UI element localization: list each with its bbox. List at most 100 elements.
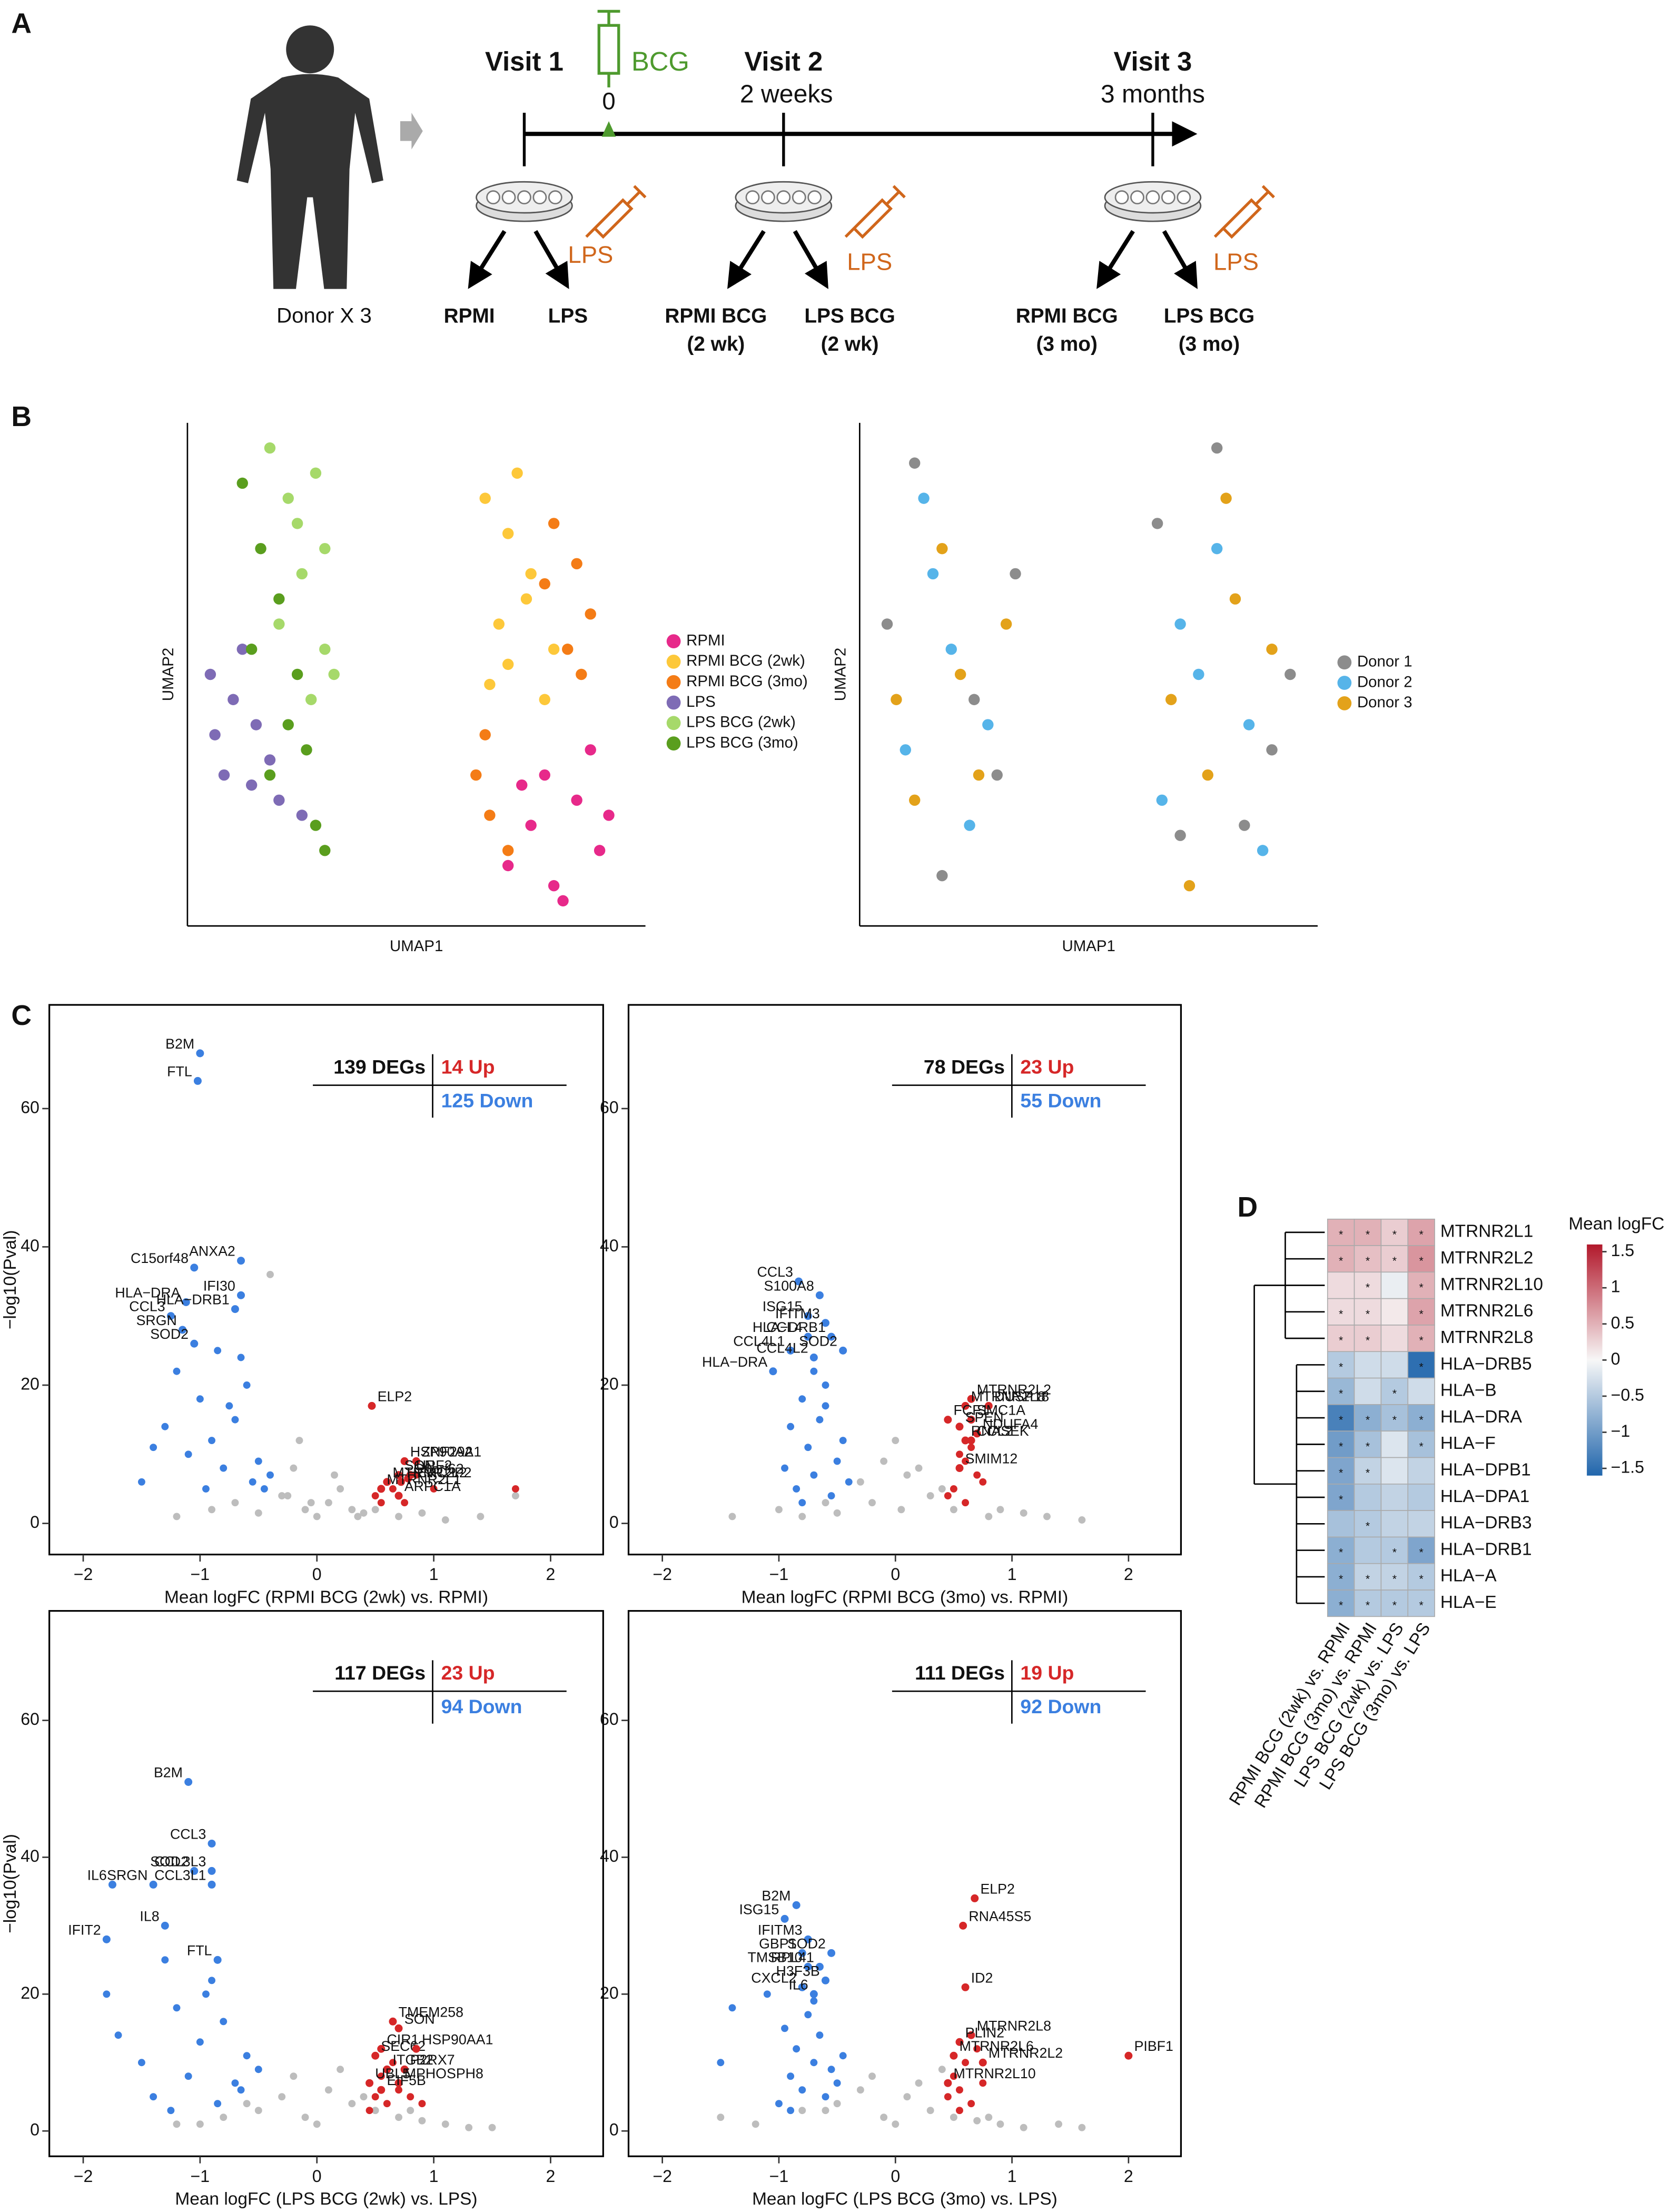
gene-label: SOD2 bbox=[150, 1326, 189, 1342]
significance-mark: * bbox=[1419, 1308, 1424, 1320]
gene-point bbox=[804, 1312, 812, 1320]
point bbox=[395, 2086, 402, 2094]
point bbox=[1020, 1509, 1027, 1517]
significance-mark: * bbox=[1339, 1573, 1343, 1585]
point bbox=[502, 528, 514, 539]
x-tick-label: 1 bbox=[1007, 2167, 1017, 2186]
gene-label: TMEM258 bbox=[399, 2004, 463, 2020]
colorbar-label: −1 bbox=[1611, 1421, 1631, 1440]
gene-label: IL6 bbox=[788, 1977, 808, 1992]
point bbox=[220, 2114, 228, 2121]
gene-point bbox=[955, 1423, 964, 1431]
point bbox=[775, 2100, 783, 2108]
visit-time: 2 weeks bbox=[740, 80, 833, 108]
cell bbox=[776, 190, 791, 205]
syringe bbox=[844, 185, 906, 239]
condition: RPMI bbox=[444, 304, 495, 327]
gene-label: MTRNR2L6 bbox=[960, 2038, 1034, 2054]
legend-label: Donor 3 bbox=[1357, 694, 1412, 711]
deg-down: 55 Down bbox=[1020, 1090, 1101, 1112]
point bbox=[839, 1437, 847, 1444]
point bbox=[827, 1492, 835, 1499]
x-tick-label: 1 bbox=[1007, 1565, 1017, 1584]
stimulant-label: LPS bbox=[1213, 248, 1259, 275]
gene-label: EIF5B bbox=[387, 2072, 426, 2088]
heatmap-cell bbox=[1353, 1589, 1382, 1617]
point bbox=[225, 1402, 233, 1410]
point bbox=[305, 694, 317, 705]
heatmap-cell bbox=[1380, 1457, 1409, 1485]
heatmap-cell bbox=[1353, 1218, 1382, 1246]
significance-mark: * bbox=[1366, 1334, 1370, 1347]
legend-swatch bbox=[666, 736, 681, 750]
y-tick-label: 20 bbox=[600, 1374, 619, 1393]
point bbox=[979, 2079, 987, 2087]
point bbox=[1055, 2120, 1063, 2128]
point bbox=[282, 492, 294, 504]
point bbox=[365, 2107, 373, 2115]
cell bbox=[532, 190, 547, 205]
gene-label: S100A8 bbox=[764, 1278, 814, 1293]
gene-label: SON bbox=[404, 1458, 435, 1474]
arrow bbox=[1096, 230, 1135, 289]
gene-label: CXCL2 bbox=[751, 1970, 796, 1986]
point bbox=[900, 744, 912, 756]
gene-label: HERC2P2 bbox=[407, 1465, 471, 1480]
point bbox=[208, 1437, 216, 1444]
legend-swatch bbox=[666, 675, 681, 689]
point bbox=[245, 644, 258, 655]
legend-label: LPS bbox=[686, 693, 716, 710]
point bbox=[717, 2059, 725, 2067]
heatmap-cell bbox=[1353, 1377, 1382, 1405]
gene-point bbox=[809, 1990, 818, 1998]
point bbox=[204, 668, 216, 680]
point bbox=[395, 1513, 402, 1520]
significance-mark: * bbox=[1419, 1546, 1424, 1559]
point bbox=[967, 1444, 975, 1451]
point bbox=[793, 1485, 801, 1493]
point bbox=[360, 1509, 368, 1517]
significance-mark: * bbox=[1366, 1440, 1370, 1453]
heatmap-cell bbox=[1407, 1271, 1435, 1299]
point bbox=[278, 1492, 286, 1499]
dendrogram bbox=[1253, 1231, 1325, 1604]
condition-time: (3 mo) bbox=[1179, 333, 1240, 355]
point bbox=[996, 2120, 1004, 2128]
plot-frame bbox=[627, 1610, 1182, 2157]
heatmap-cell bbox=[1380, 1298, 1409, 1326]
cell bbox=[548, 190, 562, 205]
significance-mark: * bbox=[1419, 1414, 1424, 1426]
legend-label: RPMI bbox=[686, 631, 725, 649]
stimulant-label: LPS bbox=[847, 248, 892, 275]
legend-swatch bbox=[666, 716, 681, 730]
point bbox=[1239, 819, 1250, 831]
point bbox=[371, 2093, 379, 2101]
heatmap-cell bbox=[1407, 1457, 1435, 1485]
point bbox=[728, 1513, 736, 1520]
point bbox=[218, 769, 230, 781]
row-label: HLA−DRA bbox=[1440, 1407, 1523, 1427]
significance-mark: * bbox=[1339, 1387, 1343, 1400]
significance-mark: * bbox=[1419, 1360, 1424, 1373]
heatmap-cell bbox=[1407, 1245, 1435, 1273]
gene-point bbox=[809, 1354, 818, 1361]
gene-label: HLA−DRB1 bbox=[156, 1292, 230, 1308]
condition: RPMI BCG bbox=[665, 304, 767, 327]
arrow bbox=[468, 230, 507, 289]
x-tick-label: −1 bbox=[191, 1565, 210, 1584]
gene-label: ANXA2 bbox=[189, 1243, 235, 1259]
gene-point bbox=[400, 1457, 409, 1465]
y-tick-label: 40 bbox=[21, 1236, 39, 1255]
heatmap-cell bbox=[1407, 1377, 1435, 1405]
point bbox=[539, 578, 550, 590]
point bbox=[208, 1506, 216, 1514]
y-tick-label: 20 bbox=[21, 1374, 39, 1393]
gene-label: PIBF1 bbox=[1134, 2038, 1173, 2054]
gene-label: SOD2 bbox=[799, 1333, 837, 1349]
point bbox=[418, 2117, 426, 2125]
point bbox=[137, 1478, 145, 1486]
point bbox=[254, 1457, 262, 1465]
point bbox=[231, 1416, 239, 1424]
gene-point bbox=[815, 1291, 824, 1299]
point bbox=[833, 2100, 841, 2108]
